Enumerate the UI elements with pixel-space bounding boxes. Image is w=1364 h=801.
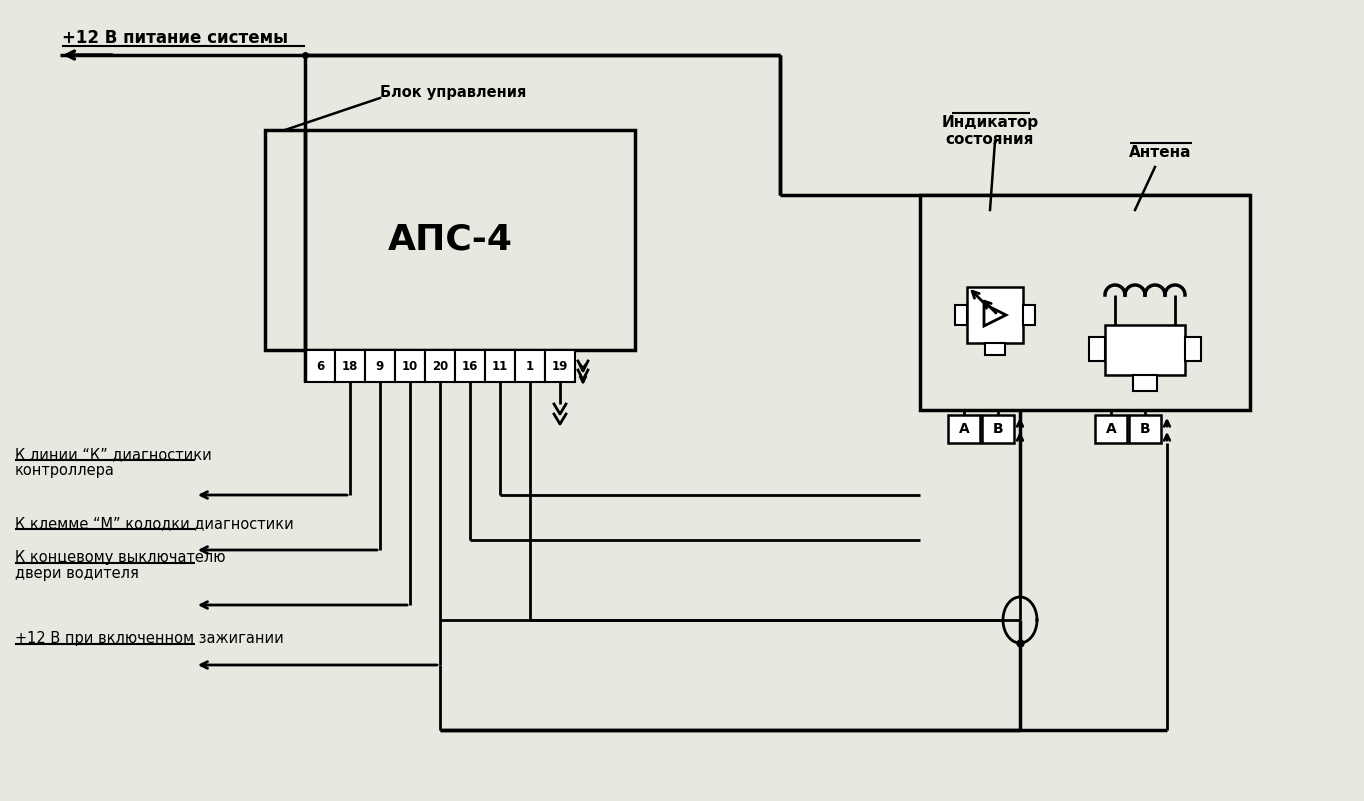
Bar — [985, 343, 1005, 355]
Bar — [1105, 325, 1185, 375]
Bar — [486, 350, 516, 382]
Text: A: A — [1106, 422, 1116, 436]
Text: 10: 10 — [402, 360, 419, 372]
Text: 16: 16 — [462, 360, 479, 372]
Text: 1: 1 — [527, 360, 535, 372]
Text: B: B — [1140, 422, 1150, 436]
Text: +12 В при включенном зажигании: +12 В при включенном зажигании — [15, 631, 284, 646]
Text: 20: 20 — [432, 360, 449, 372]
Text: 19: 19 — [552, 360, 569, 372]
Text: Блок управления: Блок управления — [381, 85, 527, 100]
Text: контроллера: контроллера — [15, 463, 115, 478]
Bar — [1185, 337, 1200, 361]
Bar — [955, 305, 967, 325]
Bar — [1023, 305, 1035, 325]
Text: +12 В питание системы: +12 В питание системы — [61, 29, 288, 47]
Bar — [516, 350, 546, 382]
Bar — [265, 130, 636, 350]
Text: К клемме “М” колодки диагностики: К клемме “М” колодки диагностики — [15, 516, 293, 531]
Text: 11: 11 — [492, 360, 509, 372]
Bar — [967, 287, 1023, 343]
Text: двери водителя: двери водителя — [15, 566, 139, 581]
Bar — [1133, 375, 1157, 391]
Bar — [426, 350, 456, 382]
Bar — [919, 195, 1249, 410]
Bar — [948, 415, 979, 443]
Text: 9: 9 — [376, 360, 385, 372]
Bar — [336, 350, 366, 382]
Text: К линии “К” диагностики: К линии “К” диагностики — [15, 447, 211, 462]
Bar — [1129, 415, 1161, 443]
Text: 18: 18 — [342, 360, 359, 372]
Polygon shape — [983, 304, 1007, 326]
Bar — [982, 415, 1013, 443]
Text: B: B — [993, 422, 1004, 436]
Bar — [546, 350, 576, 382]
Text: К концевому выключателю: К концевому выключателю — [15, 550, 225, 565]
Bar — [396, 350, 426, 382]
Text: A: A — [959, 422, 970, 436]
Bar — [1088, 337, 1105, 361]
Text: 6: 6 — [316, 360, 325, 372]
Text: АПС-4: АПС-4 — [387, 223, 513, 257]
Text: Индикатор
состояния: Индикатор состояния — [941, 115, 1038, 147]
Bar — [456, 350, 486, 382]
Bar — [1095, 415, 1127, 443]
Text: Антена: Антена — [1129, 145, 1191, 160]
Bar — [366, 350, 396, 382]
Bar — [306, 350, 336, 382]
